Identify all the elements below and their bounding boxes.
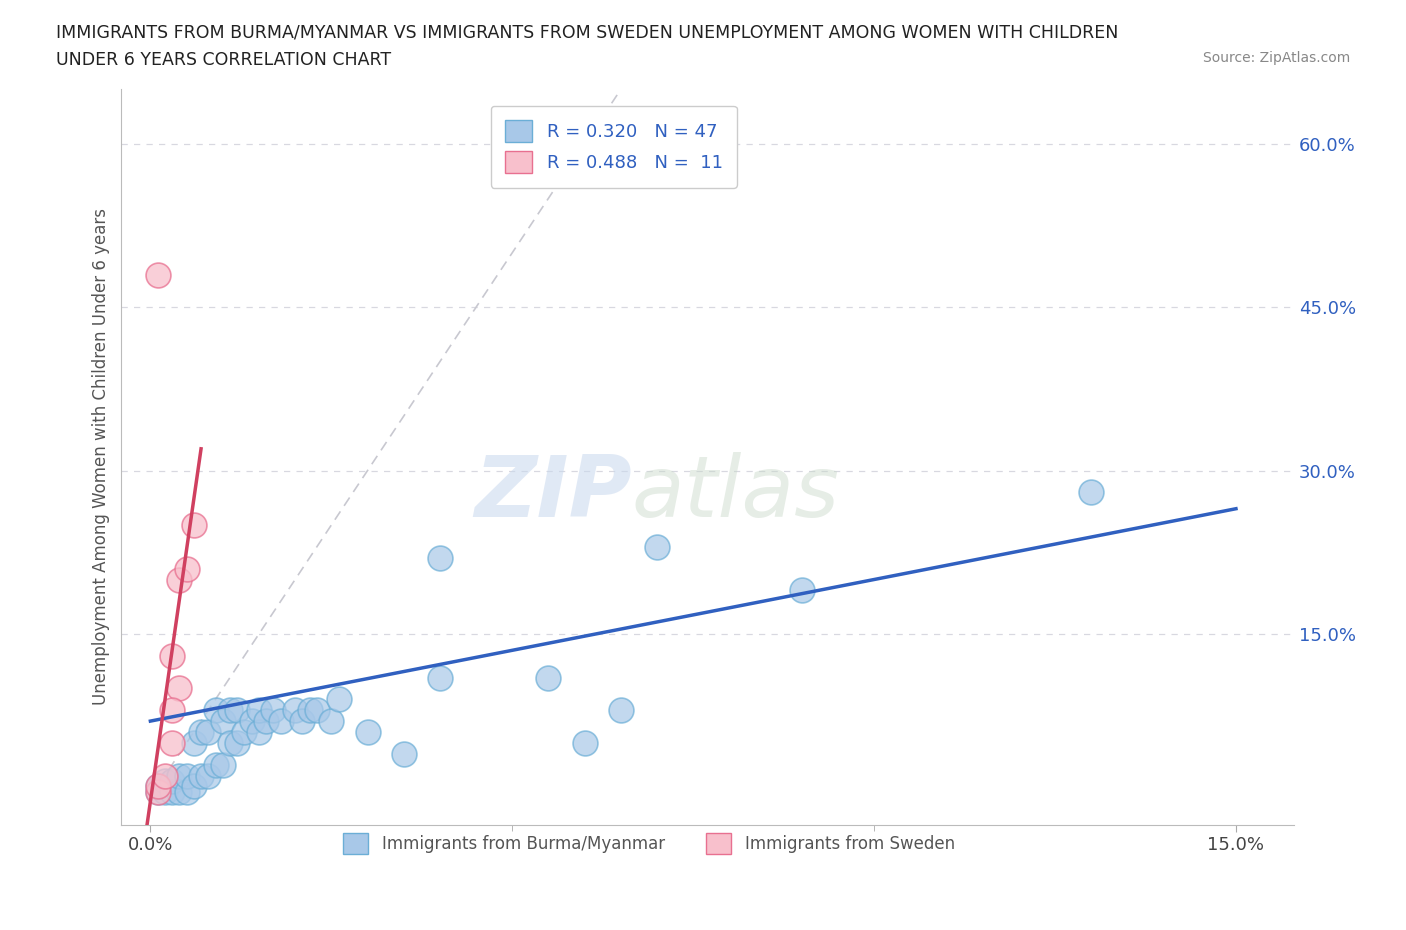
Point xyxy=(197,724,219,739)
Point xyxy=(219,736,242,751)
Point xyxy=(183,518,205,533)
Point xyxy=(1080,485,1102,499)
Point xyxy=(160,774,183,789)
Point xyxy=(233,724,256,739)
Point xyxy=(146,779,169,794)
Point xyxy=(153,768,176,783)
Point xyxy=(226,703,249,718)
Point xyxy=(537,671,560,685)
Point xyxy=(305,703,328,718)
Point xyxy=(284,703,307,718)
Point xyxy=(176,561,198,576)
Point xyxy=(429,551,451,565)
Text: IMMIGRANTS FROM BURMA/MYANMAR VS IMMIGRANTS FROM SWEDEN UNEMPLOYMENT AMONG WOMEN: IMMIGRANTS FROM BURMA/MYANMAR VS IMMIGRA… xyxy=(56,23,1119,41)
Point xyxy=(247,724,270,739)
Point xyxy=(328,692,350,707)
Point xyxy=(321,713,343,728)
Point xyxy=(169,681,191,696)
Point xyxy=(270,713,292,728)
Y-axis label: Unemployment Among Women with Children Under 6 years: Unemployment Among Women with Children U… xyxy=(93,208,110,706)
Point xyxy=(169,572,191,587)
Text: atlas: atlas xyxy=(631,452,839,536)
Point xyxy=(574,736,596,751)
Point xyxy=(153,784,176,799)
Point xyxy=(197,768,219,783)
Point xyxy=(240,713,263,728)
Point xyxy=(160,736,183,751)
Point xyxy=(183,779,205,794)
Point xyxy=(247,703,270,718)
Point xyxy=(176,768,198,783)
Point xyxy=(392,747,415,762)
Point xyxy=(610,703,633,718)
Point xyxy=(160,703,183,718)
Point xyxy=(204,757,226,772)
Point xyxy=(356,724,378,739)
Point xyxy=(160,648,183,663)
Point xyxy=(790,583,813,598)
Point xyxy=(211,713,233,728)
Point xyxy=(183,736,205,751)
Point xyxy=(204,703,226,718)
Point xyxy=(254,713,277,728)
Point xyxy=(291,713,314,728)
Text: UNDER 6 YEARS CORRELATION CHART: UNDER 6 YEARS CORRELATION CHART xyxy=(56,51,391,69)
Point xyxy=(146,784,169,799)
Point xyxy=(298,703,321,718)
Point xyxy=(262,703,284,718)
Point xyxy=(146,784,169,799)
Point xyxy=(429,671,451,685)
Point xyxy=(190,724,212,739)
Point xyxy=(645,539,668,554)
Point xyxy=(169,784,191,799)
Point xyxy=(219,703,242,718)
Text: Source: ZipAtlas.com: Source: ZipAtlas.com xyxy=(1202,51,1350,65)
Point xyxy=(176,784,198,799)
Point xyxy=(211,757,233,772)
Point xyxy=(146,779,169,794)
Point xyxy=(160,784,183,799)
Legend: Immigrants from Burma/Myanmar, Immigrants from Sweden: Immigrants from Burma/Myanmar, Immigrant… xyxy=(336,827,962,860)
Point xyxy=(190,768,212,783)
Point xyxy=(169,768,191,783)
Point xyxy=(146,267,169,282)
Point xyxy=(153,774,176,789)
Text: ZIP: ZIP xyxy=(474,452,631,536)
Point xyxy=(226,736,249,751)
